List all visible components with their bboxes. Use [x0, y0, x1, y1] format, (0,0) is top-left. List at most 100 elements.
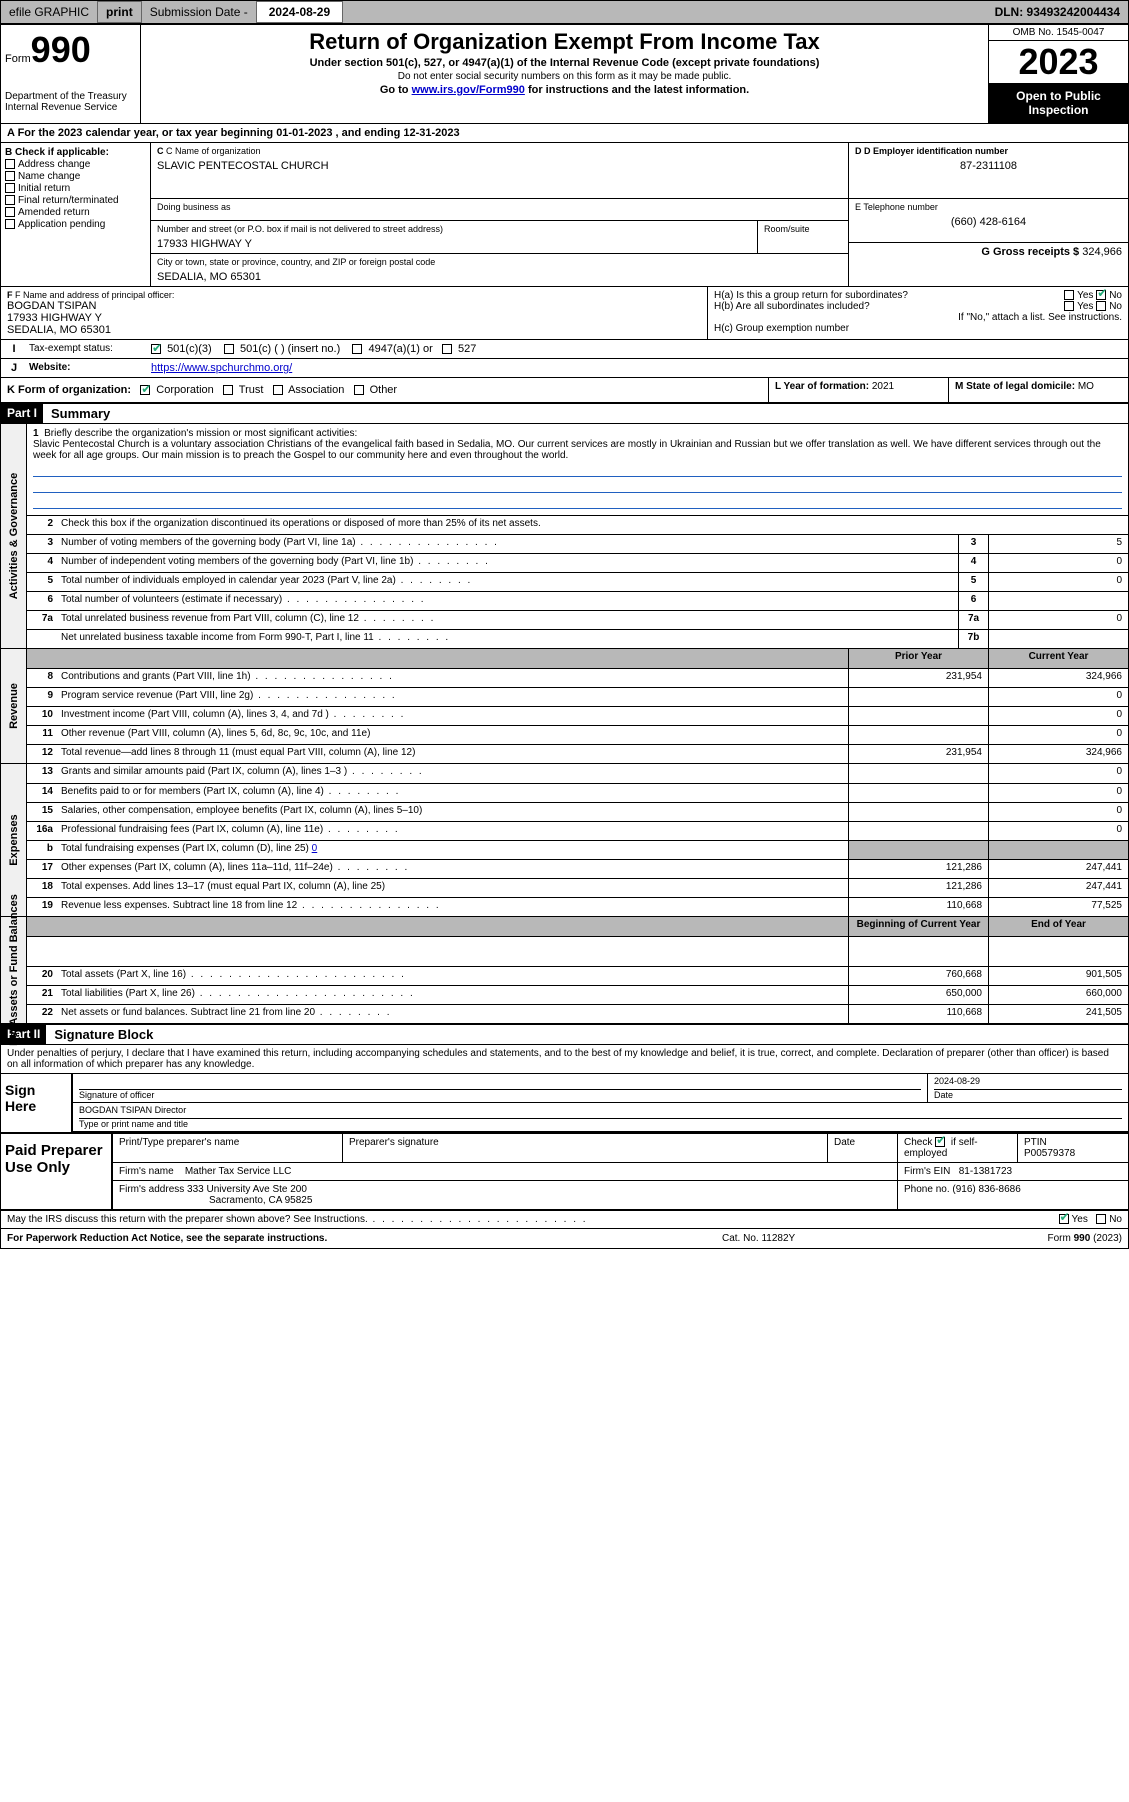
- chk-corporation[interactable]: [140, 385, 150, 395]
- box-c: C C Name of organization SLAVIC PENTECOS…: [151, 143, 848, 286]
- governance-section: Activities & Governance 1 Briefly descri…: [1, 424, 1128, 649]
- part-ii-header: Part II Signature Block: [1, 1025, 1128, 1045]
- officer-signature-name: BOGDAN TSIPAN Director: [79, 1105, 1122, 1119]
- box-h: H(a) Is this a group return for subordin…: [708, 287, 1128, 339]
- officer-addr: 17933 HIGHWAY Y: [7, 312, 701, 324]
- submission-date: 2024-08-29: [256, 1, 343, 23]
- perjury-statement: Under penalties of perjury, I declare th…: [1, 1045, 1128, 1074]
- chk-ha-yes[interactable]: [1064, 290, 1074, 300]
- line15-current: 0: [988, 803, 1128, 821]
- chk-amended-return[interactable]: Amended return: [5, 207, 146, 218]
- box-b: B Check if applicable: Address change Na…: [1, 143, 151, 286]
- box-d-e-g: D D Employer identification number 87-23…: [848, 143, 1128, 286]
- city-state-zip: SEDALIA, MO 65301: [157, 267, 842, 283]
- chk-name-change[interactable]: Name change: [5, 171, 146, 182]
- line7a-val: 0: [988, 611, 1128, 629]
- firm-addr1: 333 University Ave Ste 200: [187, 1184, 307, 1195]
- section-f-h: F F Name and address of principal office…: [1, 287, 1128, 340]
- website-link[interactable]: https://www.spchurchmo.org/: [151, 362, 292, 374]
- state-domicile: MO: [1078, 381, 1094, 392]
- firm-name: Mather Tax Service LLC: [185, 1166, 292, 1177]
- part-i-header: Part I Summary: [1, 404, 1128, 424]
- line19-prior: 110,668: [848, 898, 988, 916]
- chk-hb-yes[interactable]: [1064, 301, 1074, 311]
- chk-501c[interactable]: [224, 344, 234, 354]
- chk-final-return[interactable]: Final return/terminated: [5, 195, 146, 206]
- form-header: Form990 Department of the Treasury Inter…: [1, 25, 1128, 124]
- chk-association[interactable]: [273, 385, 283, 395]
- form-990: Form990 Department of the Treasury Inter…: [0, 24, 1129, 1249]
- line3-val: 5: [988, 535, 1128, 553]
- line21-begin: 650,000: [848, 986, 988, 1004]
- line18-current: 247,441: [988, 879, 1128, 897]
- line21-end: 660,000: [988, 986, 1128, 1004]
- line12-prior: 231,954: [848, 745, 988, 763]
- paid-preparer: Paid Preparer Use Only Print/Type prepar…: [1, 1134, 1128, 1211]
- line10-current: 0: [988, 707, 1128, 725]
- chk-4947[interactable]: [352, 344, 362, 354]
- line8-prior: 231,954: [848, 669, 988, 687]
- submission-label: Submission Date -: [142, 2, 256, 22]
- firm-phone: (916) 836-8686: [952, 1184, 1020, 1195]
- print-button[interactable]: print: [97, 1, 142, 23]
- fundraising-link[interactable]: 0: [312, 843, 318, 854]
- row-k-l-m: K Form of organization: Corporation Trus…: [1, 378, 1128, 404]
- efile-label: efile GRAPHIC: [1, 2, 97, 22]
- chk-hb-no[interactable]: [1096, 301, 1106, 311]
- street-address: 17933 HIGHWAY Y: [157, 234, 751, 250]
- line14-current: 0: [988, 784, 1128, 802]
- chk-discuss-yes[interactable]: [1059, 1214, 1069, 1224]
- open-to-public: Open to Public Inspection: [989, 83, 1128, 123]
- chk-other[interactable]: [354, 385, 364, 395]
- instructions-link-line: Go to www.irs.gov/Form990 for instructio…: [145, 84, 984, 96]
- chk-application-pending[interactable]: Application pending: [5, 219, 146, 230]
- chk-ha-no[interactable]: [1096, 290, 1106, 300]
- telephone: (660) 428-6164: [855, 212, 1122, 228]
- footer: For Paperwork Reduction Act Notice, see …: [1, 1229, 1128, 1248]
- chk-trust[interactable]: [223, 385, 233, 395]
- header-mid: Return of Organization Exempt From Incom…: [141, 25, 988, 123]
- row-a-tax-year: A For the 2023 calendar year, or tax yea…: [1, 124, 1128, 143]
- chk-501c3[interactable]: [151, 344, 161, 354]
- sign-date: 2024-08-29: [934, 1076, 1122, 1090]
- chk-address-change[interactable]: Address change: [5, 159, 146, 170]
- revenue-section: Revenue Prior YearCurrent Year 8Contribu…: [1, 649, 1128, 764]
- discuss-row: May the IRS discuss this return with the…: [1, 1211, 1128, 1229]
- chk-self-employed[interactable]: [935, 1137, 945, 1147]
- line7b-val: [988, 630, 1128, 648]
- instructions-link[interactable]: www.irs.gov/Form990: [412, 84, 525, 96]
- firm-addr2: Sacramento, CA 95825: [209, 1195, 312, 1206]
- section-b-through-g: B Check if applicable: Address change Na…: [1, 143, 1128, 287]
- form-title: Return of Organization Exempt From Incom…: [145, 29, 984, 55]
- org-name: SLAVIC PENTECOSTAL CHURCH: [157, 156, 842, 172]
- line8-current: 324,966: [988, 669, 1128, 687]
- line18-prior: 121,286: [848, 879, 988, 897]
- row-i-j: I Tax-exempt status: 501(c)(3) 501(c) ( …: [1, 340, 1128, 359]
- line13-current: 0: [988, 764, 1128, 783]
- tax-year: 2023: [989, 41, 1128, 83]
- line11-current: 0: [988, 726, 1128, 744]
- chk-527[interactable]: [442, 344, 452, 354]
- line17-prior: 121,286: [848, 860, 988, 878]
- dept-treasury: Department of the Treasury Internal Reve…: [5, 91, 136, 113]
- officer-city: SEDALIA, MO 65301: [7, 324, 701, 336]
- line9-current: 0: [988, 688, 1128, 706]
- line16a-current: 0: [988, 822, 1128, 840]
- line19-current: 77,525: [988, 898, 1128, 916]
- header-left: Form990 Department of the Treasury Inter…: [1, 25, 141, 123]
- ein: 87-2311108: [855, 156, 1122, 172]
- ptin: P00579378: [1024, 1148, 1075, 1159]
- chk-discuss-no[interactable]: [1096, 1214, 1106, 1224]
- firm-ein: 81-1381723: [959, 1166, 1012, 1177]
- expenses-section: Expenses 13Grants and similar amounts pa…: [1, 764, 1128, 917]
- ssn-warning: Do not enter social security numbers on …: [145, 71, 984, 82]
- chk-initial-return[interactable]: Initial return: [5, 183, 146, 194]
- sign-here: Sign Here Signature of officer 2024-08-2…: [1, 1074, 1128, 1134]
- topbar: efile GRAPHIC print Submission Date - 20…: [0, 0, 1129, 24]
- line-1: 1 Briefly describe the organization's mi…: [27, 424, 1128, 515]
- line6-val: [988, 592, 1128, 610]
- net-assets-section: Net Assets or Fund Balances Beginning of…: [1, 917, 1128, 1025]
- line17-current: 247,441: [988, 860, 1128, 878]
- line22-end: 241,505: [988, 1005, 1128, 1023]
- gross-receipts: 324,966: [1082, 246, 1122, 258]
